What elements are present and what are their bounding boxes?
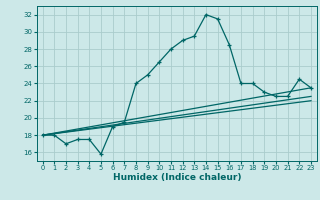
X-axis label: Humidex (Indice chaleur): Humidex (Indice chaleur) (113, 173, 241, 182)
